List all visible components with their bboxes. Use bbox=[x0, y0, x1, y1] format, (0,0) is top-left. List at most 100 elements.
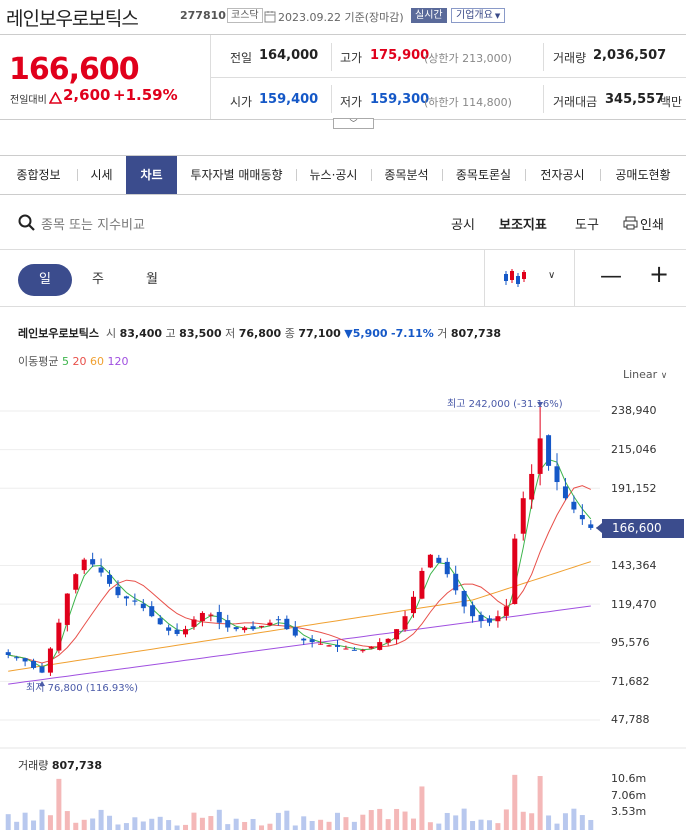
chevron-down-icon: ▼ bbox=[494, 12, 501, 20]
period-month-button[interactable]: 월 bbox=[146, 272, 158, 287]
candle-body bbox=[39, 666, 45, 673]
volume-tick: 3.53m bbox=[611, 805, 647, 818]
candle-body bbox=[495, 616, 501, 622]
candle-body bbox=[5, 652, 11, 655]
low-annotation: 최저 76,800 (116.93%) bbox=[26, 683, 139, 694]
chevron-down-icon: ﹀ bbox=[349, 119, 358, 128]
volume-bar bbox=[107, 815, 113, 830]
volume-bar bbox=[377, 808, 383, 830]
tab-disclosure[interactable]: 전자공시 bbox=[540, 168, 585, 182]
volume-bar bbox=[503, 809, 509, 830]
candle-body bbox=[56, 622, 62, 651]
tab-discussion[interactable]: 종목토론실 bbox=[455, 168, 512, 182]
indicators-button[interactable]: 보조지표 bbox=[499, 218, 547, 233]
compare-search-input[interactable]: 종목 또는 지수비교 bbox=[41, 218, 145, 233]
candle-body bbox=[461, 590, 467, 607]
volume-bar bbox=[529, 813, 535, 830]
lower-limit: (하한가 114,800) bbox=[424, 96, 512, 109]
disclosure-button[interactable]: 공시 bbox=[451, 218, 475, 233]
diff-percent: +1.59% bbox=[113, 86, 178, 104]
search-icon[interactable] bbox=[18, 214, 35, 235]
volume-bar bbox=[267, 823, 273, 830]
candle-body bbox=[233, 627, 239, 630]
zoom-in-button[interactable]: + bbox=[649, 260, 670, 288]
volume-bar bbox=[250, 818, 256, 830]
volume-bar bbox=[242, 821, 248, 830]
company-info-dropdown[interactable]: 기업개요 ▼ bbox=[451, 8, 506, 23]
volume-bar bbox=[318, 819, 324, 830]
printer-icon[interactable] bbox=[623, 215, 638, 234]
candle-body bbox=[275, 619, 281, 621]
candle-body bbox=[140, 603, 146, 609]
candle-body bbox=[267, 622, 273, 626]
volume-bar bbox=[90, 818, 96, 830]
volume-bar bbox=[166, 820, 172, 830]
volume-label: 거래량 bbox=[553, 51, 587, 65]
y-tick: 238,940 bbox=[611, 404, 657, 417]
ma20-label: 20 bbox=[72, 355, 87, 368]
period-week-button[interactable]: 주 bbox=[92, 272, 104, 287]
volume-bar bbox=[47, 815, 53, 830]
open-label: 시가 bbox=[230, 95, 253, 109]
volume-bar bbox=[571, 808, 577, 830]
tab-news[interactable]: 뉴스·공시 bbox=[309, 168, 358, 182]
realtime-badge[interactable]: 실시간 bbox=[411, 8, 447, 23]
candle-body bbox=[351, 649, 357, 651]
volume-bar bbox=[410, 818, 416, 830]
candlestick-icon[interactable] bbox=[503, 268, 527, 292]
volume-bar bbox=[512, 774, 518, 830]
stock-header: 레인보우로보틱스 277810 코스닥 2023.09.22 기준(장마감) 실… bbox=[0, 0, 686, 32]
volume-bar bbox=[140, 821, 146, 830]
candle-body bbox=[470, 605, 476, 617]
candle-body bbox=[478, 614, 484, 622]
zoom-out-button[interactable]: — bbox=[600, 264, 622, 289]
tab-chart[interactable]: 차트 bbox=[126, 156, 177, 194]
volume-bar bbox=[486, 820, 492, 830]
ma20-line bbox=[8, 485, 591, 664]
tab-investor-trading[interactable]: 투자자별 매매동향 bbox=[190, 168, 283, 182]
period-day-button[interactable]: 일 bbox=[18, 264, 72, 296]
volume-bar bbox=[225, 824, 231, 830]
period-selector: 일 주 월 ∨ — + bbox=[0, 250, 686, 307]
volume-tick: 10.6m bbox=[611, 772, 647, 785]
y-tick: 215,046 bbox=[611, 443, 657, 456]
stock-code: 277810 bbox=[180, 9, 226, 22]
print-button[interactable]: 인쇄 bbox=[640, 218, 664, 233]
expand-button[interactable]: ﹀ bbox=[333, 118, 374, 129]
tab-analysis[interactable]: 종목분석 bbox=[384, 168, 429, 182]
volume-bar bbox=[73, 822, 79, 830]
volume-bar bbox=[149, 818, 155, 830]
prev-close-label: 전일 bbox=[230, 51, 253, 65]
candle-body bbox=[334, 645, 340, 647]
tab-overview[interactable]: 종합정보 bbox=[16, 168, 61, 182]
candle-body bbox=[250, 626, 256, 630]
tab-quote[interactable]: 시세 bbox=[90, 168, 113, 182]
candle-body bbox=[123, 596, 129, 599]
candle-body bbox=[436, 557, 442, 563]
low-label: 저가 bbox=[340, 95, 363, 109]
open-value: 159,400 bbox=[259, 92, 319, 107]
volume-bar bbox=[132, 817, 138, 830]
candle-body bbox=[183, 629, 189, 635]
volume-bar bbox=[191, 812, 197, 830]
volume-bar bbox=[427, 822, 433, 830]
volume-bar bbox=[436, 823, 442, 830]
candle-body bbox=[309, 639, 315, 643]
volume-bar bbox=[157, 816, 163, 830]
volume-value: 2,036,507 bbox=[593, 48, 667, 63]
price-chart[interactable] bbox=[0, 385, 686, 830]
candle-body bbox=[64, 593, 70, 625]
chevron-down-icon[interactable]: ∨ bbox=[548, 270, 556, 281]
volume-bar bbox=[368, 810, 374, 830]
volume-bar bbox=[334, 812, 340, 830]
candle-body bbox=[343, 648, 349, 650]
volume-bar bbox=[183, 824, 189, 830]
amount-unit: 백만 bbox=[660, 95, 683, 109]
quote-panel: 166,600 전일대비 2,600 +1.59% 전일 164,000 고가 … bbox=[0, 34, 686, 120]
volume-bar bbox=[351, 821, 357, 830]
tools-button[interactable]: 도구 bbox=[575, 218, 599, 233]
as-of-date: 2023.09.22 기준(장마감) bbox=[278, 11, 404, 24]
tab-short-selling[interactable]: 공매도현황 bbox=[615, 168, 671, 182]
scale-dropdown[interactable]: Linear ∨ bbox=[623, 368, 668, 381]
candle-body bbox=[157, 618, 163, 625]
